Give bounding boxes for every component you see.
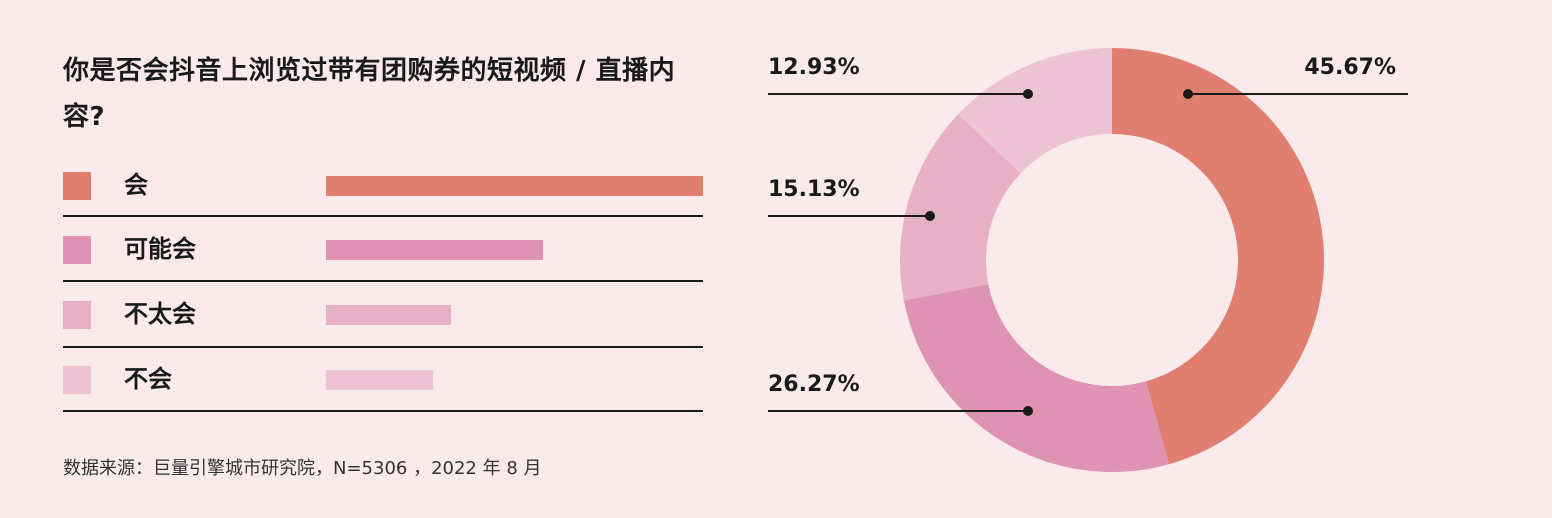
- legend-bar: [326, 305, 451, 325]
- chart-title: 你是否会抖音上浏览过带有团购券的短视频 / 直播内容?: [63, 56, 676, 132]
- data-label: 26.27%: [768, 372, 860, 397]
- donut-slice: [1112, 48, 1324, 465]
- leader-dot: [1183, 89, 1193, 99]
- legend-swatch: [63, 301, 91, 329]
- data-label: 45.67%: [1304, 55, 1396, 80]
- legend-bar: [326, 240, 543, 260]
- legend-item: 不太会: [63, 300, 703, 331]
- legend-divider: [63, 215, 703, 217]
- data-source-note: 数据来源：巨量引擎城市研究院，N=5306 ，2022 年 8 月: [63, 458, 542, 479]
- legend-label: 不太会: [124, 300, 196, 328]
- legend-bar: [326, 370, 433, 390]
- legend-divider: [63, 410, 703, 412]
- legend-label: 可能会: [124, 235, 196, 263]
- legend-divider: [63, 346, 703, 348]
- legend-swatch: [63, 236, 91, 264]
- donut-slice: [958, 48, 1112, 174]
- data-label: 12.93%: [768, 55, 860, 80]
- legend-item: 不会: [63, 365, 703, 396]
- legend-bar: [326, 176, 703, 196]
- donut-chart: 45.67% 26.27% 15.13% 12.93%: [768, 48, 1408, 472]
- legend-item: 会: [63, 171, 703, 202]
- leader-dot: [1023, 406, 1033, 416]
- data-label: 15.13%: [768, 177, 860, 202]
- legend-divider: [63, 280, 703, 282]
- legend-swatch: [63, 366, 91, 394]
- leader-dot: [925, 211, 935, 221]
- leader-dot: [1023, 89, 1033, 99]
- donut-slice: [900, 114, 1021, 301]
- legend-swatch: [63, 172, 91, 200]
- donut-slice: [903, 284, 1169, 472]
- legend-label: 会: [124, 171, 148, 199]
- legend-label: 不会: [124, 365, 172, 393]
- legend-item: 可能会: [63, 235, 703, 266]
